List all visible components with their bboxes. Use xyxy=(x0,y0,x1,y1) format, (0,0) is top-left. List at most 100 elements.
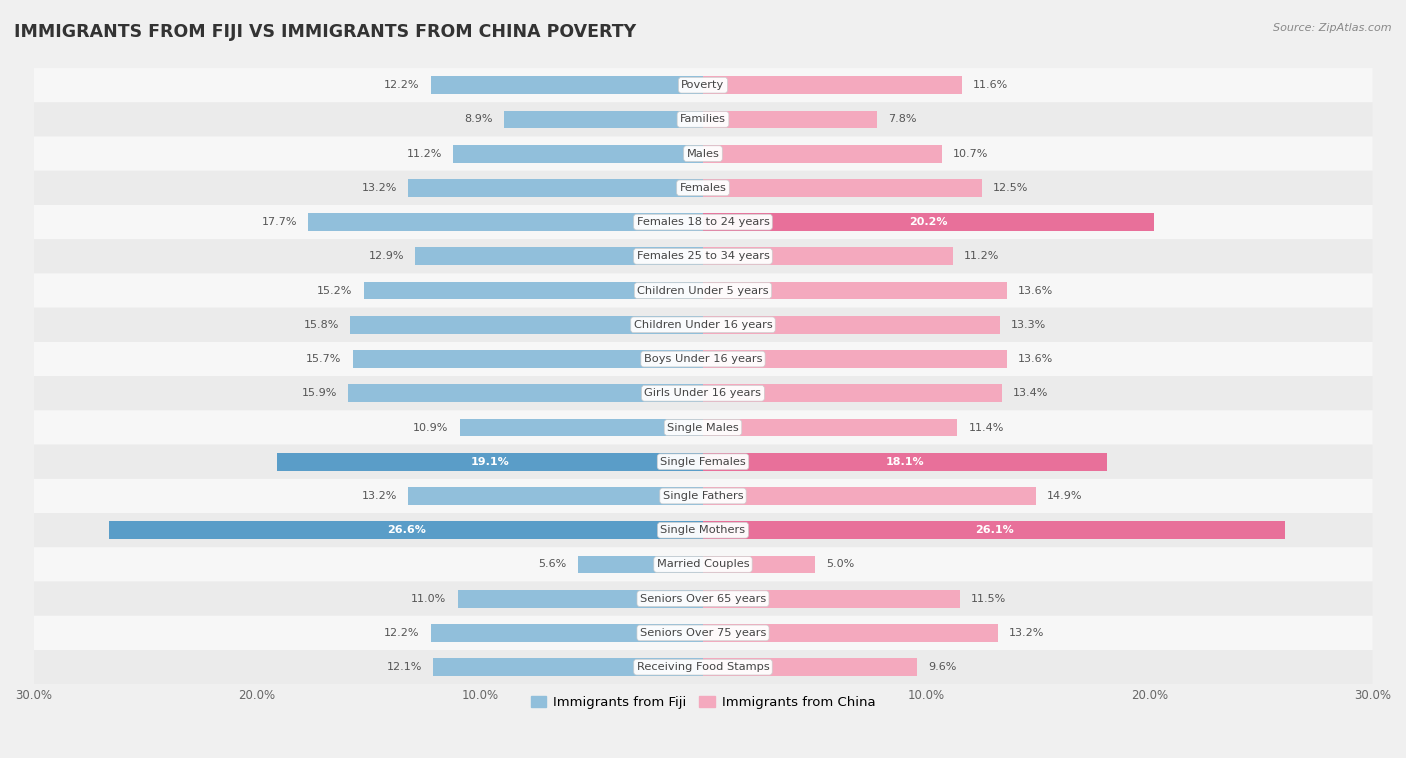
FancyBboxPatch shape xyxy=(34,547,1372,581)
Text: 10.9%: 10.9% xyxy=(413,422,449,433)
Bar xyxy=(703,522,1285,539)
FancyBboxPatch shape xyxy=(34,68,1372,102)
Bar xyxy=(703,624,998,642)
Text: Receiving Food Stamps: Receiving Food Stamps xyxy=(637,662,769,672)
Bar xyxy=(408,179,703,197)
FancyBboxPatch shape xyxy=(34,615,1372,650)
Text: Females 25 to 34 years: Females 25 to 34 years xyxy=(637,252,769,262)
Text: Families: Families xyxy=(681,114,725,124)
Text: 13.2%: 13.2% xyxy=(361,183,398,193)
Bar xyxy=(703,282,1007,299)
Text: Single Fathers: Single Fathers xyxy=(662,491,744,501)
Text: 12.2%: 12.2% xyxy=(384,628,419,638)
FancyBboxPatch shape xyxy=(34,136,1372,171)
Text: 9.6%: 9.6% xyxy=(928,662,956,672)
FancyBboxPatch shape xyxy=(34,445,1372,479)
Bar xyxy=(703,658,917,676)
Text: Girls Under 16 years: Girls Under 16 years xyxy=(644,388,762,398)
Bar xyxy=(350,316,703,334)
Text: 8.9%: 8.9% xyxy=(465,114,494,124)
FancyBboxPatch shape xyxy=(34,102,1372,136)
Text: Seniors Over 75 years: Seniors Over 75 years xyxy=(640,628,766,638)
Bar xyxy=(460,418,703,437)
Text: 12.5%: 12.5% xyxy=(993,183,1029,193)
FancyBboxPatch shape xyxy=(34,240,1372,274)
Text: 15.7%: 15.7% xyxy=(307,354,342,364)
Text: 11.2%: 11.2% xyxy=(406,149,441,158)
Text: 14.9%: 14.9% xyxy=(1046,491,1083,501)
Text: Males: Males xyxy=(686,149,720,158)
Bar xyxy=(703,453,1107,471)
Bar xyxy=(453,145,703,162)
Bar xyxy=(703,145,942,162)
Text: Married Couples: Married Couples xyxy=(657,559,749,569)
Text: 5.6%: 5.6% xyxy=(538,559,567,569)
Text: 13.6%: 13.6% xyxy=(1018,286,1053,296)
Bar xyxy=(703,418,957,437)
FancyBboxPatch shape xyxy=(34,410,1372,445)
Bar xyxy=(433,658,703,676)
Bar xyxy=(415,247,703,265)
Text: Poverty: Poverty xyxy=(682,80,724,90)
Bar xyxy=(703,247,953,265)
Text: 11.2%: 11.2% xyxy=(965,252,1000,262)
Bar xyxy=(703,384,1002,402)
Text: 11.6%: 11.6% xyxy=(973,80,1008,90)
Text: 15.9%: 15.9% xyxy=(302,388,337,398)
Bar xyxy=(703,316,1000,334)
Bar xyxy=(353,350,703,368)
Bar xyxy=(703,556,814,573)
Text: 10.7%: 10.7% xyxy=(953,149,988,158)
Text: 11.0%: 11.0% xyxy=(411,594,446,603)
Text: 12.2%: 12.2% xyxy=(384,80,419,90)
Text: 20.2%: 20.2% xyxy=(910,217,948,227)
Bar xyxy=(430,624,703,642)
Text: 13.2%: 13.2% xyxy=(361,491,398,501)
Bar xyxy=(457,590,703,608)
Text: 15.2%: 15.2% xyxy=(318,286,353,296)
Text: Boys Under 16 years: Boys Under 16 years xyxy=(644,354,762,364)
Text: 17.7%: 17.7% xyxy=(262,217,297,227)
FancyBboxPatch shape xyxy=(34,342,1372,376)
Bar xyxy=(349,384,703,402)
Text: Single Males: Single Males xyxy=(666,422,740,433)
Text: 5.0%: 5.0% xyxy=(825,559,853,569)
Bar xyxy=(308,213,703,231)
Text: 11.4%: 11.4% xyxy=(969,422,1004,433)
FancyBboxPatch shape xyxy=(34,376,1372,410)
Bar xyxy=(505,111,703,128)
Text: Single Females: Single Females xyxy=(661,457,745,467)
Bar xyxy=(277,453,703,471)
Text: 12.9%: 12.9% xyxy=(368,252,404,262)
Text: 12.1%: 12.1% xyxy=(387,662,422,672)
Bar xyxy=(703,350,1007,368)
FancyBboxPatch shape xyxy=(34,479,1372,513)
Text: Source: ZipAtlas.com: Source: ZipAtlas.com xyxy=(1274,23,1392,33)
FancyBboxPatch shape xyxy=(34,171,1372,205)
Bar xyxy=(364,282,703,299)
FancyBboxPatch shape xyxy=(34,513,1372,547)
Text: 13.6%: 13.6% xyxy=(1018,354,1053,364)
Text: 26.6%: 26.6% xyxy=(387,525,426,535)
Text: 26.1%: 26.1% xyxy=(974,525,1014,535)
Bar xyxy=(703,77,962,94)
Text: 18.1%: 18.1% xyxy=(886,457,924,467)
FancyBboxPatch shape xyxy=(34,308,1372,342)
Bar xyxy=(578,556,703,573)
Bar xyxy=(110,522,703,539)
Text: IMMIGRANTS FROM FIJI VS IMMIGRANTS FROM CHINA POVERTY: IMMIGRANTS FROM FIJI VS IMMIGRANTS FROM … xyxy=(14,23,636,41)
Text: Females: Females xyxy=(679,183,727,193)
Text: Seniors Over 65 years: Seniors Over 65 years xyxy=(640,594,766,603)
Bar xyxy=(703,590,960,608)
Legend: Immigrants from Fiji, Immigrants from China: Immigrants from Fiji, Immigrants from Ch… xyxy=(526,691,880,715)
FancyBboxPatch shape xyxy=(34,205,1372,240)
Text: Children Under 5 years: Children Under 5 years xyxy=(637,286,769,296)
Text: Females 18 to 24 years: Females 18 to 24 years xyxy=(637,217,769,227)
Bar xyxy=(703,111,877,128)
FancyBboxPatch shape xyxy=(34,650,1372,684)
Text: Children Under 16 years: Children Under 16 years xyxy=(634,320,772,330)
Text: 15.8%: 15.8% xyxy=(304,320,339,330)
Bar xyxy=(430,77,703,94)
Text: 13.4%: 13.4% xyxy=(1014,388,1049,398)
Bar xyxy=(703,213,1154,231)
